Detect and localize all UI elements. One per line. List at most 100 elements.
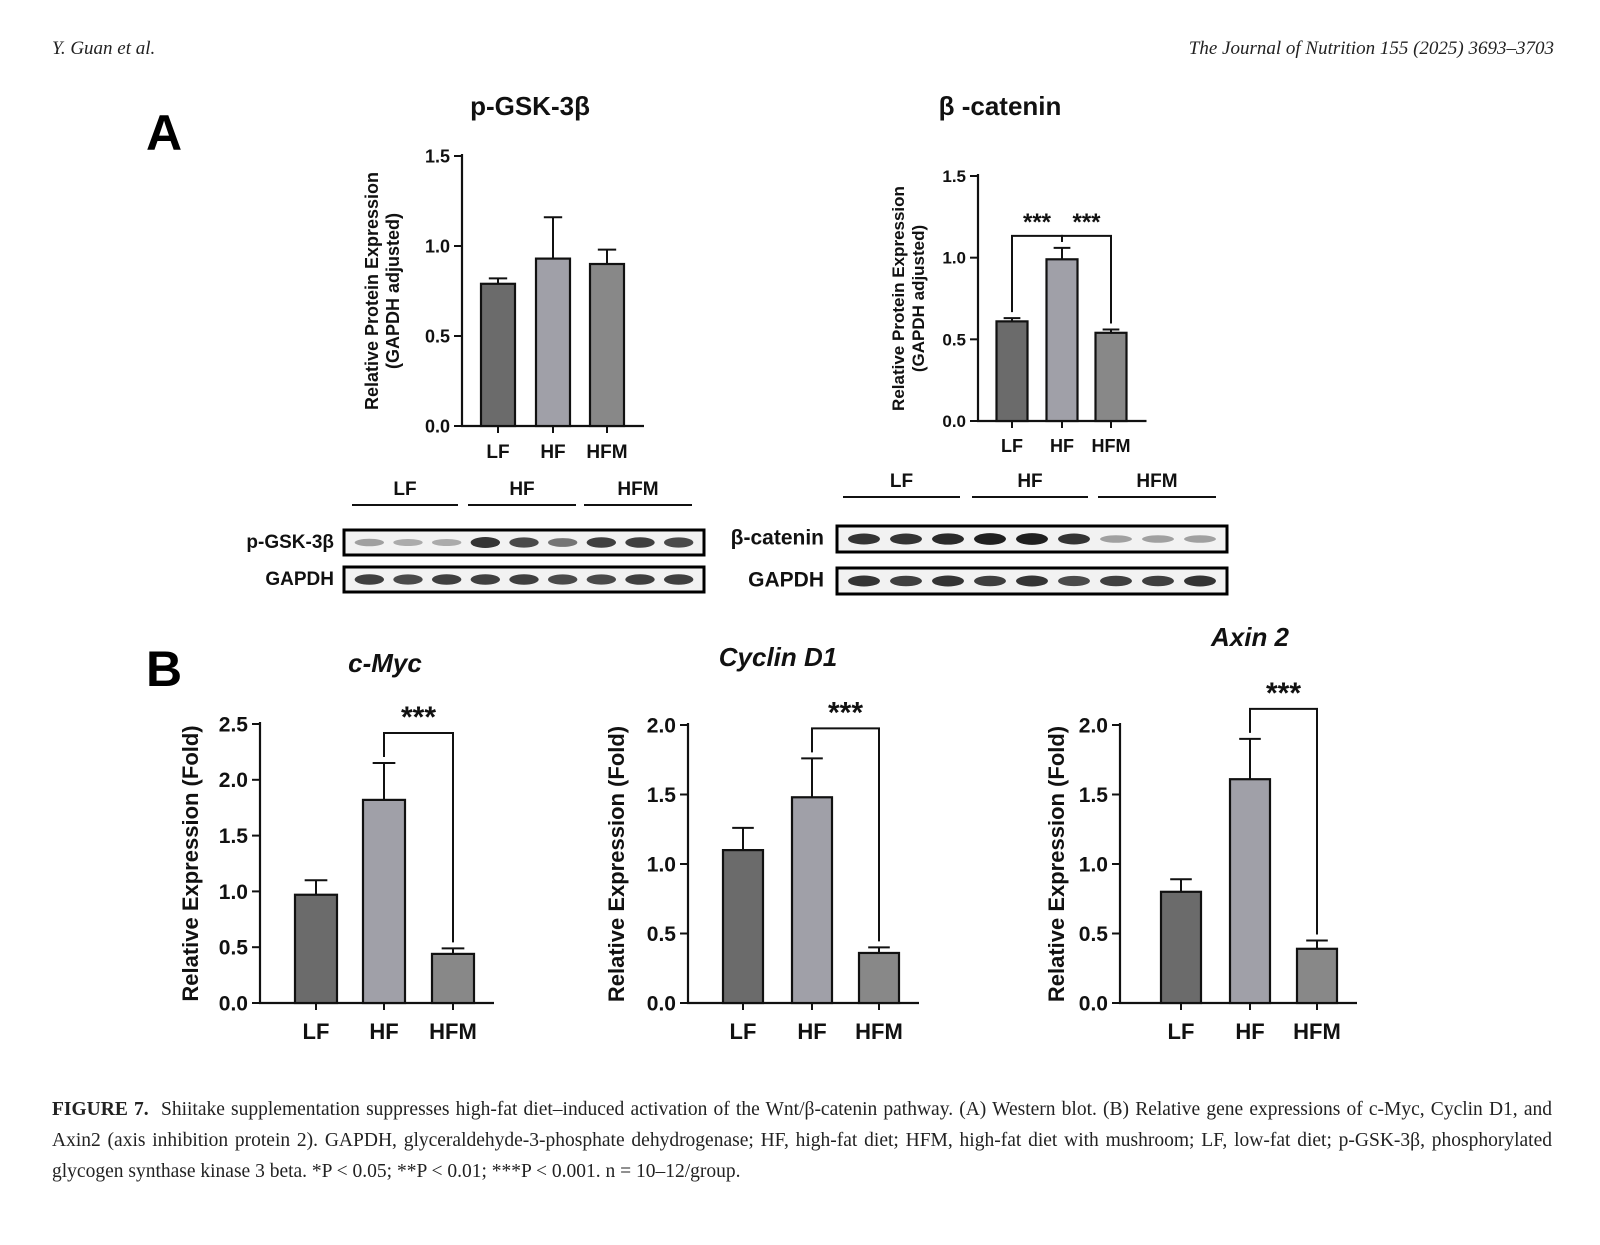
- blot-1-group-label: HF: [509, 479, 534, 500]
- chart-5-x-tick-label: HF: [1235, 1019, 1264, 1044]
- blot-1-band: [431, 538, 462, 547]
- chart-1-x-tick-label: LF: [486, 442, 509, 463]
- blot-1-band: [663, 574, 694, 585]
- blot-2-band: [1184, 575, 1216, 587]
- chart-5-ylabel: Relative Expression (Fold): [1044, 726, 1069, 1002]
- blot-2-band: [1058, 575, 1090, 587]
- chart-5-bar-hf: [1228, 778, 1272, 1005]
- chart-5-y-tick-label: 0.5: [1079, 923, 1109, 946]
- blot-2-group-label: LF: [890, 471, 913, 492]
- chart-2-title: β -catenin: [939, 91, 1062, 121]
- chart-4-x-tick-label: HFM: [855, 1019, 903, 1044]
- chart-3-y-tick-label: 0.0: [219, 992, 248, 1015]
- blot-1-band: [470, 574, 501, 585]
- blot-2-band: [848, 575, 880, 587]
- chart-4-bar-lf: [721, 848, 765, 1005]
- chart-2-significance-bracket: [1061, 234, 1112, 324]
- chart-1-y-tick-label: 0.0: [425, 416, 450, 436]
- chart-3-bar-hf: [361, 798, 407, 1005]
- chart-2-ylabel: (GAPDH adjusted): [909, 225, 928, 372]
- blot-2-band: [1058, 533, 1090, 545]
- chart-3-x-tick-label: HF: [369, 1019, 398, 1044]
- blot-2-band: [1016, 533, 1048, 545]
- chart-4-y-tick-label: 1.0: [647, 853, 676, 876]
- blot-2-band: [974, 575, 1006, 587]
- blot-2-group-label: HF: [1017, 471, 1042, 492]
- blot-1-band: [393, 574, 423, 585]
- chart-5-bar-hfm: [1295, 947, 1339, 1005]
- blot-1-group-label: LF: [393, 479, 416, 500]
- panel-letter-b: B: [146, 641, 183, 697]
- blot-1-band: [586, 574, 617, 585]
- caption-text: Shiitake supplementation suppresses high…: [52, 1099, 1552, 1182]
- blot-1-band: [625, 537, 655, 548]
- blot-1-band: [509, 574, 539, 585]
- chart-3-y-tick-label: 1.5: [219, 825, 249, 848]
- chart-4-bar-hf: [790, 796, 834, 1005]
- blot-2-band: [1142, 535, 1174, 543]
- chart-5-y-tick-label: 1.5: [1079, 784, 1109, 807]
- chart-4-ylabel: Relative Expression (Fold): [604, 726, 629, 1002]
- chart-3-x-tick-label: HFM: [429, 1019, 477, 1044]
- chart-1-bar-lf: [479, 282, 517, 428]
- chart-5-significance-bracket: [1249, 707, 1318, 935]
- blot-2-band: [890, 575, 922, 587]
- chart-2-x-tick-label: HFM: [1092, 436, 1131, 456]
- chart-3-y-tick-label: 2.0: [219, 769, 248, 792]
- blot-1-band: [663, 537, 694, 548]
- blot-2-band: [848, 533, 880, 545]
- chart-2-x-tick-label: HF: [1050, 436, 1074, 456]
- chart-2-significance-label: ***: [1072, 209, 1101, 236]
- blot-2-row-label: GAPDH: [748, 569, 824, 592]
- chart-3-title: c-Myc: [348, 648, 422, 678]
- blot-1-band: [509, 537, 539, 548]
- chart-4-y-tick-label: 0.0: [647, 992, 676, 1015]
- chart-5-title: Axin 2: [1210, 622, 1290, 652]
- chart-1-y-tick-label: 0.5: [425, 326, 450, 346]
- blot-2-band: [1184, 535, 1216, 543]
- chart-5-significance-label: ***: [1266, 677, 1301, 710]
- chart-4-y-tick-label: 0.5: [647, 923, 677, 946]
- chart-2-x-tick-label: LF: [1001, 436, 1023, 456]
- chart-4-y-tick-label: 2.0: [647, 714, 676, 737]
- chart-5-x-tick-label: LF: [1168, 1019, 1195, 1044]
- chart-2-y-tick-label: 1.0: [942, 249, 966, 268]
- blot-2-band: [1100, 575, 1132, 587]
- chart-4-significance-label: ***: [828, 696, 863, 729]
- blot-2-band: [974, 533, 1006, 545]
- blot-2-band: [1100, 535, 1132, 543]
- blot-1-band: [625, 574, 655, 585]
- chart-2-significance-label: ***: [1023, 209, 1052, 236]
- chart-4-significance-bracket: [811, 727, 880, 942]
- blot-1-row-label: p-GSK-3β: [246, 532, 334, 553]
- running-header-journal: The Journal of Nutrition 155 (2025) 3693…: [1188, 38, 1554, 59]
- chart-4-title: Cyclin D1: [719, 642, 838, 672]
- caption-label: FIGURE 7.: [52, 1099, 149, 1120]
- chart-3-significance-label: ***: [401, 701, 436, 734]
- blot-1-band: [354, 574, 385, 585]
- chart-2-y-tick-label: 0.5: [942, 330, 966, 349]
- chart-3-y-tick-label: 1.0: [219, 881, 248, 904]
- chart-2-y-tick-label: 1.5: [942, 167, 966, 186]
- chart-4-bar-hfm: [857, 951, 901, 1005]
- figure-caption: FIGURE 7. Shiitake supplementation suppr…: [52, 1094, 1552, 1187]
- blot-2-band: [890, 533, 922, 545]
- blot-2-band: [932, 575, 964, 587]
- chart-1-bar-hfm: [588, 262, 626, 428]
- chart-1-ylabel: (GAPDH adjusted): [383, 213, 403, 369]
- panel-letter-a: A: [146, 105, 183, 161]
- chart-1-x-tick-label: HF: [540, 442, 565, 463]
- blot-2-band: [1142, 575, 1174, 587]
- chart-4-x-tick-label: LF: [730, 1019, 757, 1044]
- blot-1-band: [547, 538, 578, 547]
- chart-5-bar-lf: [1159, 890, 1203, 1005]
- chart-3-ylabel: Relative Expression (Fold): [178, 725, 203, 1001]
- chart-2-ylabel: Relative Protein Expression: [889, 186, 908, 411]
- chart-1-y-tick-label: 1.5: [425, 146, 450, 166]
- blot-2-row-label: β-catenin: [731, 527, 824, 550]
- chart-3-y-tick-label: 0.5: [219, 937, 249, 960]
- chart-3-bar-lf: [293, 893, 339, 1005]
- blot-1-band: [393, 538, 423, 547]
- chart-2-bar-lf: [995, 320, 1029, 423]
